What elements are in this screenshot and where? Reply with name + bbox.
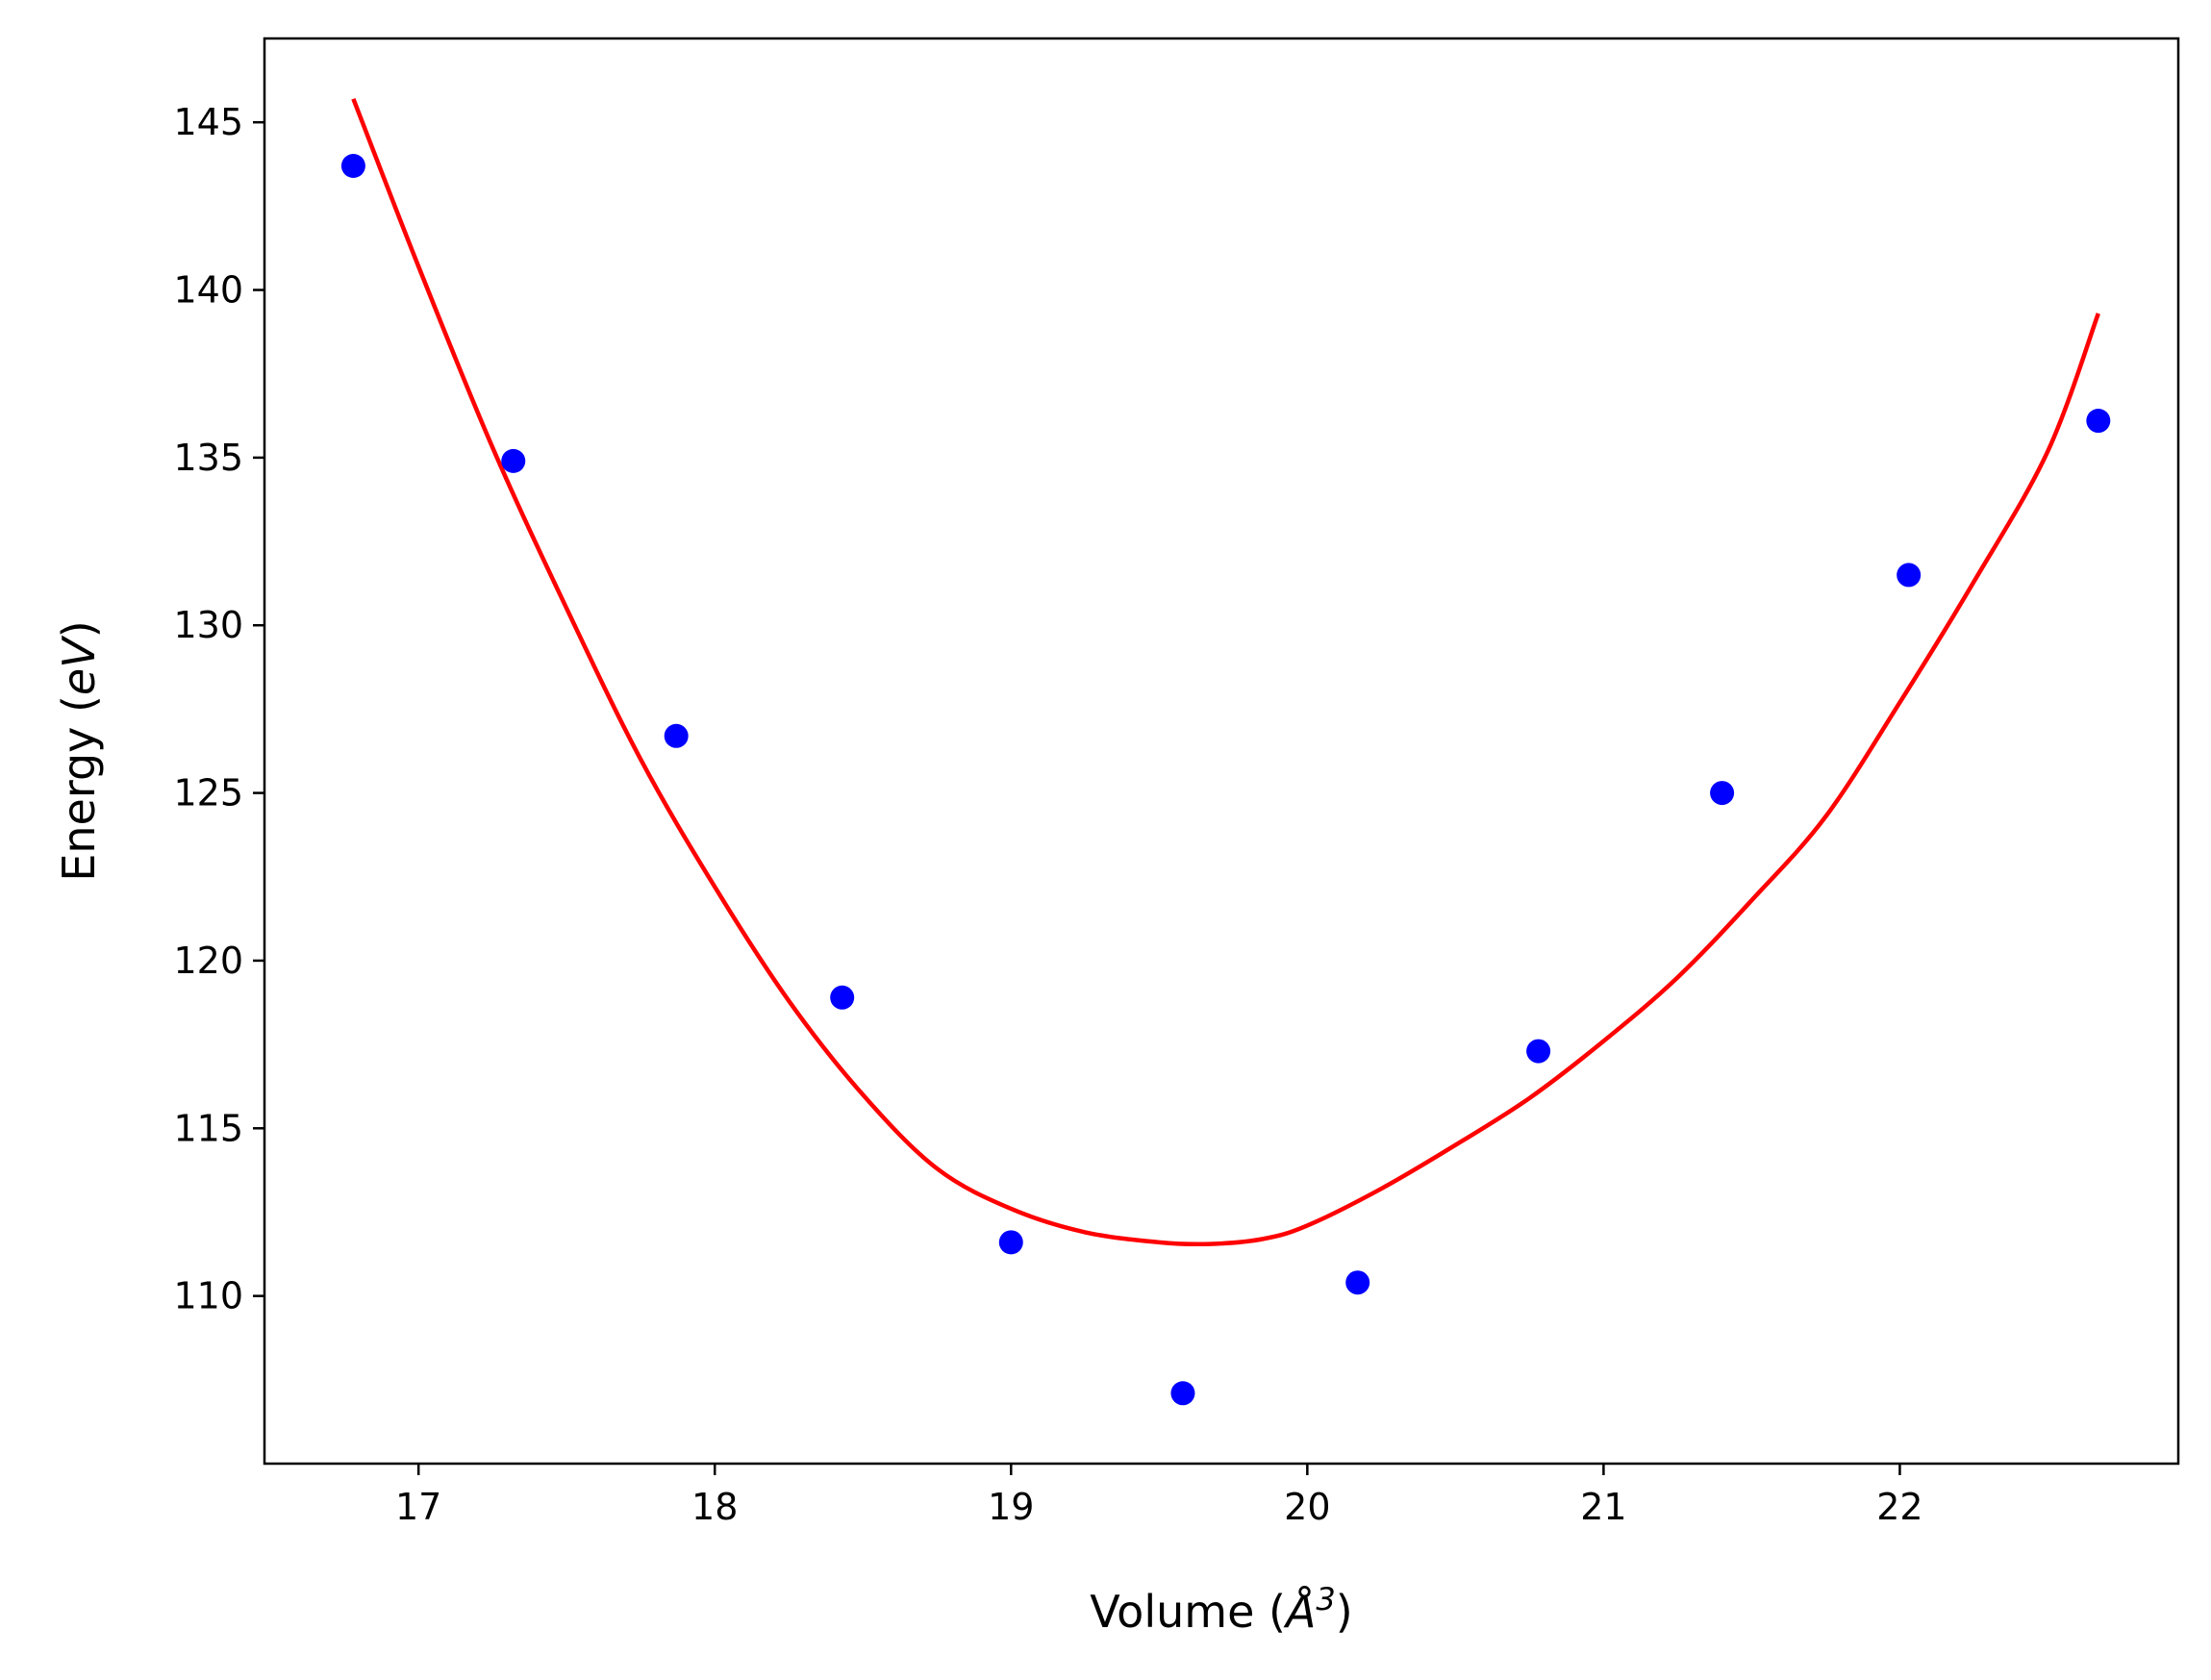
y-tick-label: 120 [173,940,243,982]
data-point [340,154,365,179]
data-point [1345,1270,1370,1295]
y-tick-label: 125 [173,772,243,815]
y-tick-label: 110 [173,1275,243,1317]
x-axis-label: Volume (Å3) [1090,1581,1352,1638]
data-point [1897,563,1922,588]
data-point [1526,1039,1551,1064]
data-point [501,448,526,473]
y-tick-label: 140 [173,269,243,312]
x-tick-label: 19 [988,1486,1034,1528]
y-tick-label: 145 [173,101,243,143]
y-tick-label: 115 [173,1107,243,1149]
data-point [1170,1381,1195,1406]
y-axis-label: Energy (eV) [53,620,105,881]
data-point [664,723,689,748]
plot-area [340,97,2111,1406]
axis-ticks: 17 18 19 20 21 22 110 115 120 125 130 135 140 145 [173,101,1922,1528]
data-point [830,985,855,1010]
data-point [1710,781,1735,806]
data-point [998,1230,1023,1255]
x-tick-label: 17 [395,1486,441,1528]
x-tick-label: 20 [1284,1486,1330,1528]
y-tick-label: 135 [173,437,243,479]
x-tick-label: 22 [1876,1486,1922,1528]
fit-curve [351,97,2100,1247]
x-tick-label: 21 [1580,1486,1626,1528]
y-tick-label: 130 [173,604,243,646]
x-tick-label: 18 [691,1486,738,1528]
data-point [2086,409,2111,434]
plot-frame [263,37,2180,1466]
